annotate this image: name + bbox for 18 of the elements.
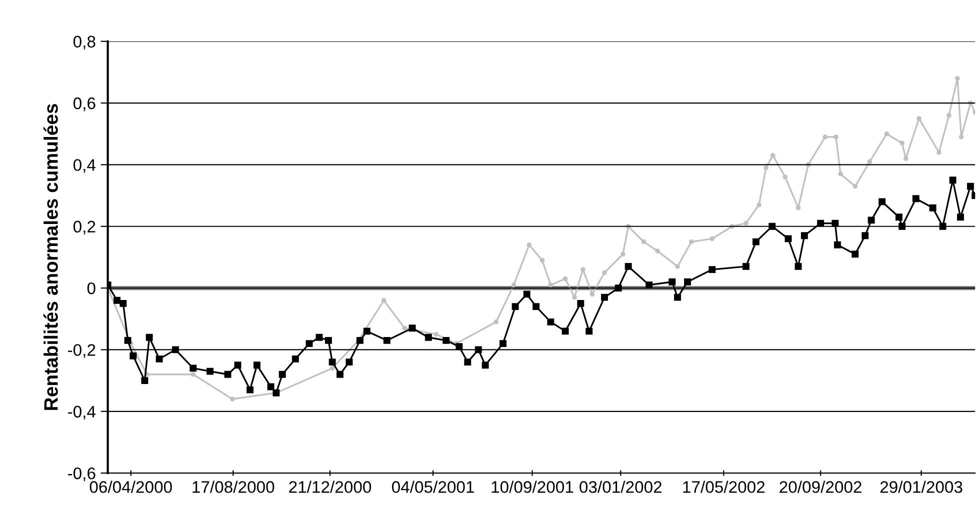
y-tick-label: 0,8 [73,36,96,50]
x-tick-label: 17/05/2002 [683,480,765,493]
y-axis-title: Rentabilités anormales cumulées [43,104,58,410]
x-tick-label: 03/01/2002 [580,480,662,493]
y-tick-label: -0,4 [68,406,96,420]
y-tick-label: 0,2 [73,220,96,235]
y-tick-label: 0,4 [73,159,96,173]
y-tick-label: 0,6 [73,97,96,112]
x-tick-label: 21/12/2000 [289,480,372,493]
x-tick-label: 17/08/2000 [192,480,274,493]
x-tick-label: 06/04/2000 [90,480,172,493]
y-tick-label: -0,6 [68,467,96,482]
x-tick-label: 29/01/2003 [880,480,962,493]
y-tick-label: -0,2 [68,344,96,358]
x-tick-label: 04/05/2001 [392,480,474,493]
y-tick-label: 0 [87,282,96,294]
x-tick-label: 20/09/2002 [780,480,862,493]
x-tick-label: 10/09/2001 [492,480,574,493]
